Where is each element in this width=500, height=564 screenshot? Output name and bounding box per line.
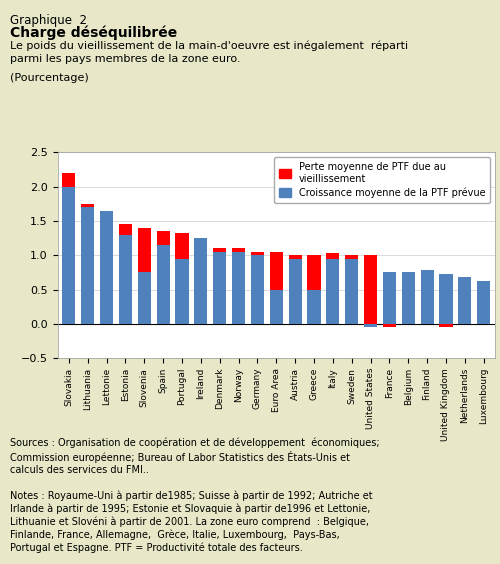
- Bar: [345, 255, 358, 259]
- Bar: [440, 275, 452, 324]
- Bar: [232, 252, 245, 324]
- Bar: [364, 255, 377, 324]
- Bar: [383, 324, 396, 327]
- Bar: [270, 289, 283, 324]
- Bar: [251, 255, 264, 324]
- Bar: [270, 252, 283, 289]
- Bar: [440, 324, 452, 327]
- Bar: [119, 224, 132, 235]
- Bar: [176, 259, 188, 324]
- Bar: [288, 255, 302, 259]
- Bar: [81, 204, 94, 207]
- Bar: [288, 259, 302, 324]
- Text: Graphique  2: Graphique 2: [10, 14, 87, 27]
- Bar: [138, 272, 151, 324]
- Bar: [138, 228, 151, 272]
- Bar: [477, 281, 490, 324]
- Bar: [119, 235, 132, 324]
- Bar: [156, 231, 170, 245]
- Bar: [345, 259, 358, 324]
- Bar: [326, 253, 340, 259]
- Bar: [364, 324, 377, 327]
- Bar: [420, 270, 434, 324]
- Bar: [62, 173, 76, 187]
- Bar: [402, 272, 415, 324]
- Legend: Perte moyenne de PTF due au
vieillissement, Croissance moyenne de la PTF prévue: Perte moyenne de PTF due au vieillisseme…: [274, 157, 490, 203]
- Bar: [62, 187, 76, 324]
- Bar: [458, 277, 471, 324]
- Bar: [81, 207, 94, 324]
- Text: Le poids du vieillissement de la main-d'oeuvre est inégalement  réparti
parmi le: Le poids du vieillissement de la main-d'…: [10, 41, 408, 64]
- Bar: [232, 248, 245, 252]
- Bar: [308, 289, 320, 324]
- Bar: [213, 248, 226, 252]
- Bar: [156, 245, 170, 324]
- Text: Notes : Royaume-Uni à partir de1985; Suisse à partir de 1992; Autriche et
Irland: Notes : Royaume-Uni à partir de1985; Sui…: [10, 491, 372, 553]
- Text: Charge déséquilibrée: Charge déséquilibrée: [10, 25, 177, 40]
- Text: (Pourcentage): (Pourcentage): [10, 73, 89, 83]
- Bar: [251, 252, 264, 255]
- Bar: [213, 252, 226, 324]
- Bar: [176, 232, 188, 259]
- Bar: [383, 272, 396, 324]
- Text: Sources : Organisation de coopération et de développement  économiques;
Commissi: Sources : Organisation de coopération et…: [10, 437, 380, 475]
- Bar: [100, 210, 113, 324]
- Bar: [326, 259, 340, 324]
- Bar: [308, 255, 320, 289]
- Bar: [194, 238, 207, 324]
